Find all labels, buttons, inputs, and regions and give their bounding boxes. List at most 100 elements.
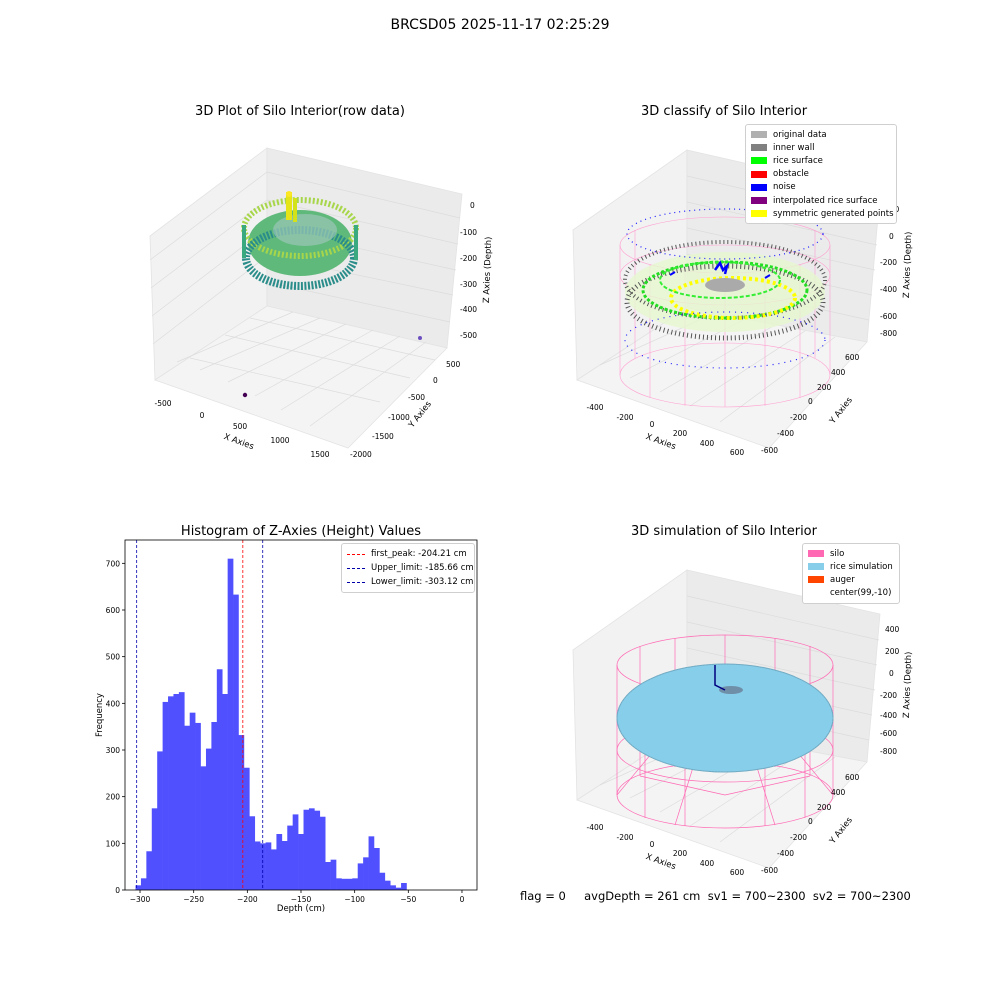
histogram-bar [205, 748, 212, 890]
legend-entry: center(99,-10) [808, 587, 894, 600]
x-tick: 500 [233, 422, 248, 431]
legend-entry: Lower_limit: -303.12 cm [347, 575, 473, 589]
legend-swatch [808, 550, 824, 558]
y-tick: 400 [831, 368, 846, 377]
histogram-bar [319, 816, 326, 890]
z-tick: 0 [889, 669, 894, 678]
z-tick: -500 [460, 331, 477, 340]
status-line: flag = 0 avgDepth = 261 cm sv1 = 700~230… [520, 889, 911, 903]
legend-entry: rice surface [751, 154, 891, 167]
y-tick-label: 300 [106, 746, 121, 755]
x-tick: -400 [586, 403, 603, 412]
z-tick: -200 [880, 691, 897, 700]
histogram-bar [238, 735, 245, 890]
histogram-bar [222, 694, 228, 890]
y-tick: 400 [831, 788, 846, 797]
histogram-bar [162, 701, 169, 890]
histogram-bar [379, 872, 386, 890]
legend-label: symmetric generated points [773, 208, 894, 219]
z-axis-label: Z Axies (Depth) [902, 651, 914, 718]
legend-swatch [751, 210, 767, 218]
y-tick: -1500 [372, 432, 394, 441]
raw-3d-plot: -500 0 500 1000 1500 500 0 -500 -1000 -1… [149, 147, 494, 459]
legend-label: obstacle [773, 169, 809, 180]
histogram-bar [298, 834, 304, 890]
x-tick: -500 [154, 399, 171, 408]
legend-label: silo [830, 548, 845, 559]
legend-label: Upper_limit: -185.66 cm [371, 563, 474, 573]
y-axis-label: Frequency [95, 693, 105, 737]
y-tick: 0 [433, 376, 438, 385]
y-tick: 600 [845, 773, 860, 782]
histogram-bar [401, 883, 407, 890]
legend-line [347, 553, 365, 555]
legend-swatch [751, 170, 767, 178]
histogram-bar [292, 814, 299, 890]
x-tick: 600 [730, 448, 745, 457]
x-tick-label: −200 [237, 895, 258, 904]
legend-label: auger [830, 574, 855, 585]
y-axis-label: Y Axies [406, 399, 434, 431]
y-tick: -200 [790, 413, 807, 422]
legend-entry: auger [808, 573, 894, 586]
legend-label: Lower_limit: -303.12 cm [371, 577, 474, 587]
classify-legend: original data inner wall rice surface ob… [745, 124, 897, 225]
legend-entry: noise [751, 181, 891, 194]
histogram-bar [271, 849, 277, 890]
y-axis-label: Y Axies [827, 815, 855, 847]
histogram-bar [336, 878, 342, 890]
histogram-bar [135, 885, 142, 890]
histogram-bar [211, 722, 218, 890]
z-tick: -400 [460, 305, 477, 314]
z-tick: 200 [885, 647, 900, 656]
x-tick: 200 [673, 849, 688, 858]
y-tick-label: 600 [106, 606, 121, 615]
histogram-bar [357, 863, 364, 890]
histogram-bar [330, 859, 337, 890]
x-tick: 0 [650, 840, 655, 849]
classify-3d-plot: -400 -200 0 200 400 600 600 400 200 0 -2… [572, 149, 914, 457]
histogram-bar [173, 694, 180, 890]
legend-line [347, 567, 365, 569]
y-tick: -600 [761, 446, 778, 455]
y-axis-label: Y Axies [827, 395, 855, 427]
z-tick: -800 [880, 329, 897, 338]
x-tick: 400 [700, 859, 715, 868]
histogram-bar [276, 834, 283, 890]
legend-label: center(99,-10) [830, 588, 892, 599]
x-tick: 1500 [310, 450, 329, 459]
histogram-title: Histogram of Z-Axies (Height) Values [180, 524, 422, 539]
legend-swatch [751, 197, 767, 205]
raw-plot-title: 3D Plot of Silo Interior(row data) [195, 104, 405, 119]
z-tick: 400 [885, 625, 900, 634]
legend-swatch [751, 144, 767, 152]
legend-label: noise [773, 182, 796, 193]
histogram-bar [287, 825, 293, 890]
y-tick: -2000 [350, 450, 372, 459]
simulation-plot-title: 3D simulation of Silo Interior [631, 524, 817, 539]
x-tick: 200 [673, 429, 688, 438]
y-tick: 200 [817, 383, 832, 392]
legend-entry: first_peak: -204.21 cm [347, 547, 469, 561]
legend-swatch [808, 563, 824, 571]
z-tick: -800 [880, 747, 897, 756]
legend-entry: interpolated rice surface [751, 194, 891, 207]
histogram-chart: −300 −250 −200 −150 −100 −50 0 0 100 200 300 400 50… [95, 539, 478, 914]
y-tick: 0 [808, 817, 813, 826]
simulation-legend: silo rice simulation auger center(99,-10… [802, 543, 900, 604]
histogram-bar [140, 878, 147, 890]
histogram-bar [281, 841, 288, 890]
y-tick-label: 100 [106, 839, 121, 848]
z-tick: 0 [470, 201, 475, 210]
legend-swatch [751, 183, 767, 191]
legend-entry: symmetric generated points [751, 207, 894, 220]
x-tick: 1000 [270, 436, 289, 445]
histogram-bar [395, 887, 402, 890]
histogram-bar [195, 722, 201, 890]
y-tick: -400 [777, 849, 794, 858]
y-tick: -500 [408, 393, 425, 402]
y-tick: -200 [790, 833, 807, 842]
y-tick: -400 [777, 429, 794, 438]
histogram-bar [200, 766, 207, 890]
y-tick: 500 [446, 360, 461, 369]
